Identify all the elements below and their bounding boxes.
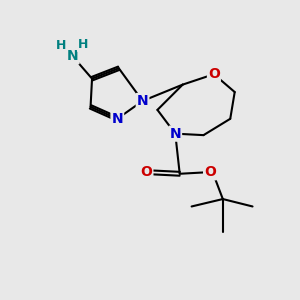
Text: H: H: [78, 38, 88, 51]
Text: N: N: [169, 127, 181, 141]
Text: O: O: [140, 165, 152, 179]
Text: N: N: [137, 94, 148, 108]
Text: H: H: [56, 40, 67, 52]
Text: O: O: [208, 67, 220, 81]
Text: N: N: [67, 50, 79, 63]
Text: N: N: [112, 112, 123, 126]
Text: O: O: [204, 165, 216, 179]
